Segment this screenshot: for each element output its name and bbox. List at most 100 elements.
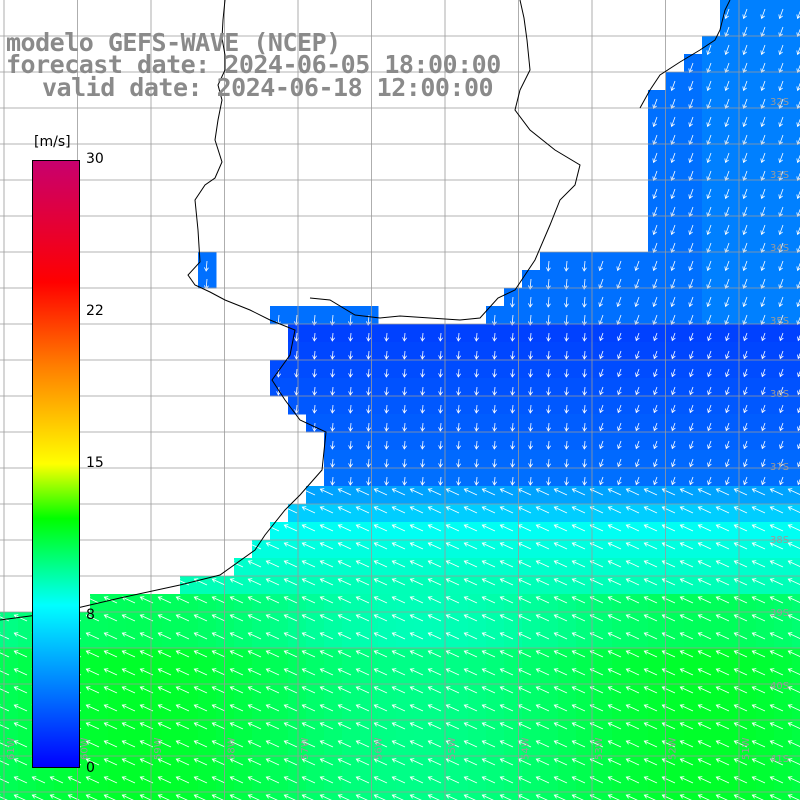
wind-arrow-head xyxy=(607,632,613,637)
speed-cell xyxy=(576,774,595,793)
speed-cell xyxy=(432,558,451,577)
wind-arrow-head xyxy=(697,542,703,547)
wind-arrow xyxy=(725,134,730,145)
wind-arrow-head xyxy=(769,722,775,727)
wind-arrow-head xyxy=(769,578,775,583)
wind-arrow-head xyxy=(643,560,649,565)
wind-arrow-head xyxy=(445,632,451,637)
speed-cell xyxy=(108,792,127,800)
wind-arrow xyxy=(536,758,550,766)
speed-cell xyxy=(648,756,667,775)
wind-arrow xyxy=(565,278,568,289)
wind-arrow-head xyxy=(366,391,371,396)
wind-arrow xyxy=(518,704,532,712)
wind-arrow xyxy=(14,650,28,658)
wind-arrow xyxy=(779,80,784,91)
speed-cell xyxy=(432,774,451,793)
wind-arrow xyxy=(302,704,316,712)
wind-arrow xyxy=(356,560,370,568)
wind-arrow xyxy=(779,278,784,289)
wind-arrow xyxy=(743,188,748,199)
wind-arrow xyxy=(518,794,530,800)
wind-arrow-head xyxy=(617,462,622,468)
wind-arrow-head xyxy=(553,560,559,565)
speed-cell xyxy=(468,486,487,505)
wind-arrow-head xyxy=(409,668,415,673)
wind-arrow-head xyxy=(265,650,271,655)
wind-arrow xyxy=(374,524,388,532)
wind-arrow xyxy=(410,506,424,514)
speed-cell xyxy=(468,702,487,721)
wind-arrow-head xyxy=(456,445,461,450)
wind-arrow-head xyxy=(670,122,675,128)
wind-arrow xyxy=(493,350,496,360)
speed-cell xyxy=(396,720,415,739)
wind-arrow xyxy=(743,98,748,109)
wind-arrow-head xyxy=(742,14,747,20)
wind-arrow-head xyxy=(474,463,479,468)
speed-cell xyxy=(180,738,199,757)
wind-arrow xyxy=(403,440,406,450)
wind-arrow-head xyxy=(301,722,307,727)
wind-arrow-head xyxy=(301,650,307,655)
wind-arrow xyxy=(725,80,730,91)
wind-arrow xyxy=(761,152,766,163)
wind-arrow-head xyxy=(787,506,793,511)
wind-arrow xyxy=(707,44,712,55)
speed-cell xyxy=(342,666,361,685)
wind-arrow-head xyxy=(760,302,765,308)
wind-arrow-head xyxy=(139,758,145,763)
wind-arrow xyxy=(266,650,280,658)
wind-arrow-head xyxy=(688,230,693,236)
speed-cell xyxy=(756,738,775,757)
wind-arrow xyxy=(212,686,226,694)
wind-arrow xyxy=(743,62,748,73)
wind-arrow-head xyxy=(787,704,793,709)
speed-cell xyxy=(792,666,800,685)
speed-cell xyxy=(792,378,800,397)
wind-arrow-head xyxy=(706,122,711,128)
wind-arrow xyxy=(266,560,280,568)
wind-arrow xyxy=(761,224,766,235)
wind-arrow-head xyxy=(157,758,163,763)
wind-arrow-head xyxy=(481,704,487,709)
wind-arrow-head xyxy=(355,722,361,727)
wind-arrow xyxy=(230,794,242,800)
speed-cell xyxy=(90,702,109,721)
wind-arrow xyxy=(599,422,604,431)
wind-arrow-head xyxy=(283,596,289,601)
wind-arrow-head xyxy=(157,794,163,799)
wind-arrow-head xyxy=(625,506,631,511)
wind-arrow xyxy=(536,596,550,604)
wind-arrow xyxy=(266,686,280,694)
wind-arrow xyxy=(392,686,406,694)
wind-arrow xyxy=(547,296,550,307)
wind-arrow xyxy=(671,80,676,91)
wind-arrow xyxy=(500,740,514,748)
wind-arrow-head xyxy=(528,303,533,308)
wind-arrow-head xyxy=(456,463,461,468)
wind-arrow-head xyxy=(778,230,783,236)
wind-arrow-head xyxy=(481,596,487,601)
wind-arrow-head xyxy=(463,560,469,565)
speed-cell xyxy=(612,666,631,685)
wind-arrow xyxy=(725,386,730,395)
wind-arrow xyxy=(626,632,640,640)
wind-arrow xyxy=(583,314,586,325)
speed-cell xyxy=(774,738,793,757)
wind-arrow xyxy=(266,794,278,800)
wind-arrow xyxy=(230,560,244,568)
lon-label: 58W xyxy=(227,737,238,760)
wind-arrow-head xyxy=(319,578,325,583)
wind-arrow-head xyxy=(707,462,712,468)
wind-arrow-head xyxy=(725,408,730,414)
speed-cell xyxy=(126,720,145,739)
wind-arrow xyxy=(475,422,478,432)
wind-arrow-head xyxy=(139,740,145,745)
wind-arrow xyxy=(313,404,316,414)
wind-arrow xyxy=(500,632,514,640)
wind-arrow xyxy=(653,242,658,253)
wind-arrow-head xyxy=(301,668,307,673)
speed-cell xyxy=(234,792,253,800)
speed-cell xyxy=(738,522,757,541)
